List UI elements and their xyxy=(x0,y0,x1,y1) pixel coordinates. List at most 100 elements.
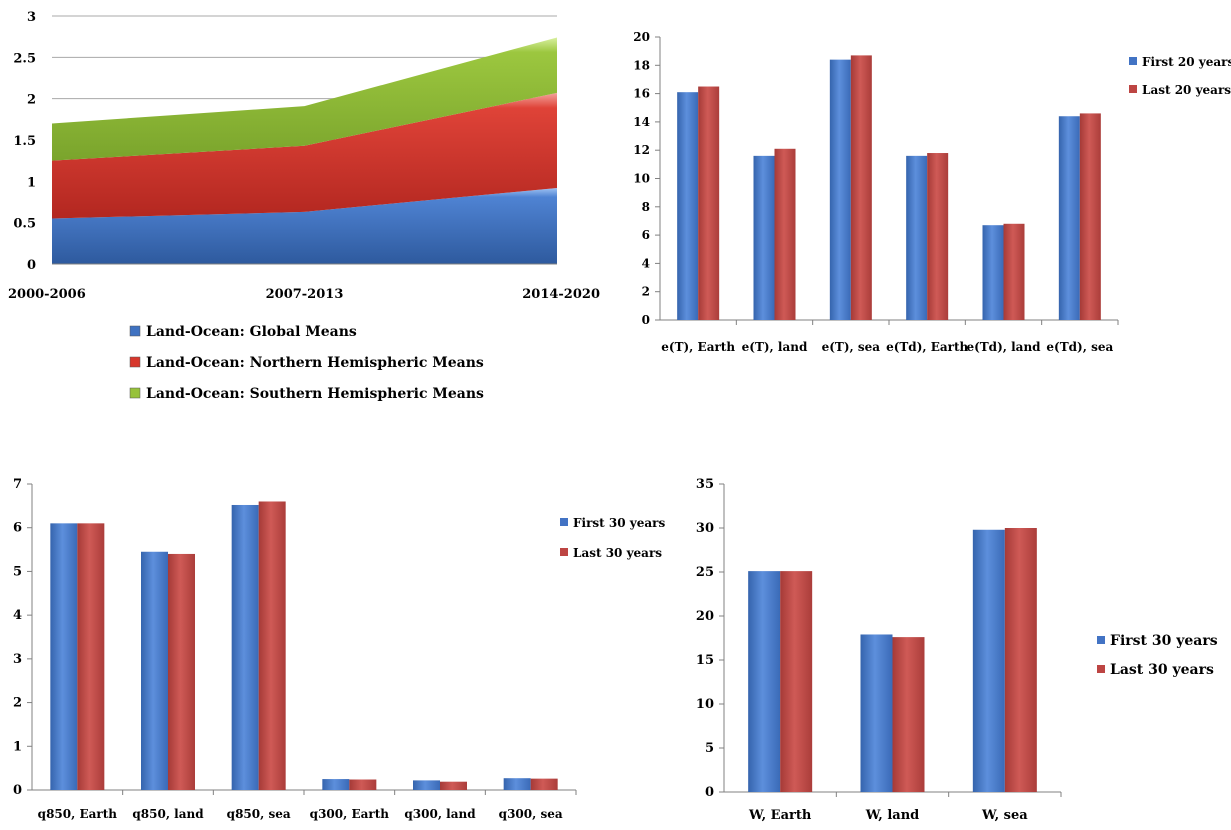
bar-first xyxy=(141,551,168,790)
x-tick-label: W, sea xyxy=(981,808,1028,823)
y-tick-label: 1 xyxy=(13,739,22,754)
y-tick-label: 6 xyxy=(642,228,650,242)
bar-first xyxy=(753,155,775,320)
y-tick-label: 12 xyxy=(633,143,650,157)
legend-label: Last 30 years xyxy=(573,546,662,560)
area-southern-means xyxy=(52,37,557,161)
area-chart-temperature: 0 0.5 1 1.5 2 2.5 3 2000-2006 2007-2013 2014-2020… xyxy=(8,10,600,402)
y-tick-label: 5 xyxy=(705,741,714,756)
y-tick-label: 10 xyxy=(696,697,714,712)
bar-chart-w: 0 5 10 15 20 25 30 35 W, Earth W, land W, sea First… xyxy=(696,477,1218,823)
y-tick-label: 3 xyxy=(27,10,36,25)
x-tick-label: W, Earth xyxy=(748,808,812,823)
legend-swatch xyxy=(1097,636,1105,644)
x-tick-label: q850, land xyxy=(132,807,204,821)
y-tick-label: 1.5 xyxy=(13,134,36,149)
y-tick-label: 7 xyxy=(13,477,22,492)
y-tick-label: 0 xyxy=(705,785,714,800)
y-tick-label: 20 xyxy=(633,30,650,44)
bar-last xyxy=(698,86,720,321)
y-tick-label: 2 xyxy=(27,93,36,108)
area-northern-means xyxy=(52,92,557,219)
y-tick-label: 3 xyxy=(13,652,22,667)
bar-last xyxy=(850,55,872,321)
y-tick-label: 10 xyxy=(633,172,650,186)
x-tick-label: q850, Earth xyxy=(38,807,118,821)
bar-first xyxy=(231,504,259,790)
bar-last xyxy=(774,148,796,320)
x-tick-label: e(Td), sea xyxy=(1046,340,1113,354)
x-tick-label: q850, sea xyxy=(227,807,291,821)
x-tick-label: q300, land xyxy=(404,807,476,821)
bar-first xyxy=(322,779,350,790)
y-tick-label: 0 xyxy=(642,313,650,327)
bar-first xyxy=(906,155,928,320)
bar-first xyxy=(982,225,1004,320)
y-tick-label: 1 xyxy=(27,175,36,190)
y-tick-label: 30 xyxy=(696,521,714,536)
bar-first xyxy=(50,523,78,790)
bar-last xyxy=(780,571,813,792)
bar-chart-q: 0 1 2 3 4 5 6 7 q850, Earth q850, land q850, sea q3… xyxy=(13,477,666,821)
x-tick-label: e(T), Earth xyxy=(661,340,735,354)
x-tick-label: W, land xyxy=(865,808,920,823)
y-tick-label: 0 xyxy=(27,258,36,273)
y-tick-label: 20 xyxy=(696,609,714,624)
bar-first xyxy=(677,92,699,320)
bar-last xyxy=(1079,113,1101,320)
bar-last xyxy=(349,779,377,790)
legend-swatch xyxy=(1129,57,1137,65)
legend-label: Last 20 years xyxy=(1142,83,1231,97)
x-tick-label: e(T), land xyxy=(742,340,808,354)
bar-last xyxy=(927,153,949,320)
y-tick-label: 15 xyxy=(696,653,714,668)
legend-swatch xyxy=(129,387,141,399)
area-global-means xyxy=(52,187,557,264)
y-tick-label: 4 xyxy=(13,608,22,623)
legend-label: First 30 years xyxy=(573,516,665,530)
x-tick-label: e(Td), land xyxy=(966,340,1041,354)
y-tick-label: 2.5 xyxy=(13,51,36,66)
legend-swatch xyxy=(560,518,568,526)
legend-swatch xyxy=(560,548,568,556)
x-tick-label: e(T), sea xyxy=(822,340,881,354)
y-tick-label: 5 xyxy=(13,564,22,579)
x-tick-label: 2007-2013 xyxy=(266,287,344,302)
y-tick-label: 4 xyxy=(642,256,650,270)
y-tick-label: 14 xyxy=(633,115,650,129)
bar-first xyxy=(748,571,781,792)
legend-label: First 30 years xyxy=(1110,633,1218,649)
bar-first xyxy=(972,529,1005,792)
y-tick-label: 35 xyxy=(696,477,714,492)
y-tick-label: 16 xyxy=(633,87,650,101)
x-tick-label: q300, sea xyxy=(499,807,563,821)
bar-last xyxy=(258,501,286,790)
x-tick-label: 2000-2006 xyxy=(8,287,86,302)
x-tick-label: 2014-2020 xyxy=(522,287,600,302)
bar-last xyxy=(892,637,925,792)
y-tick-label: 2 xyxy=(642,285,650,299)
y-tick-label: 8 xyxy=(642,200,650,214)
y-tick-label: 0.5 xyxy=(13,217,36,232)
y-tick-label: 25 xyxy=(696,565,714,580)
legend-label: Land-Ocean: Global Means xyxy=(146,324,357,340)
legend-label: Land-Ocean: Southern Hemispheric Means xyxy=(146,386,484,402)
y-tick-label: 2 xyxy=(13,696,22,711)
bar-last xyxy=(1003,223,1025,320)
bar-first xyxy=(860,634,893,792)
y-tick-label: 6 xyxy=(13,521,22,536)
bar-last xyxy=(530,778,558,790)
bar-first xyxy=(413,780,440,790)
bar-first xyxy=(829,59,851,320)
bar-first xyxy=(1058,116,1080,321)
legend-label: Land-Ocean: Northern Hemispheric Means xyxy=(146,355,484,371)
bar-last xyxy=(1004,528,1037,792)
bar-last xyxy=(77,523,105,790)
legend-swatch xyxy=(1129,85,1137,93)
bar-last xyxy=(440,781,467,790)
legend-swatch xyxy=(129,356,141,368)
bar-last xyxy=(168,553,195,790)
x-tick-label: q300, Earth xyxy=(310,807,390,821)
y-tick-label: 18 xyxy=(633,58,650,72)
